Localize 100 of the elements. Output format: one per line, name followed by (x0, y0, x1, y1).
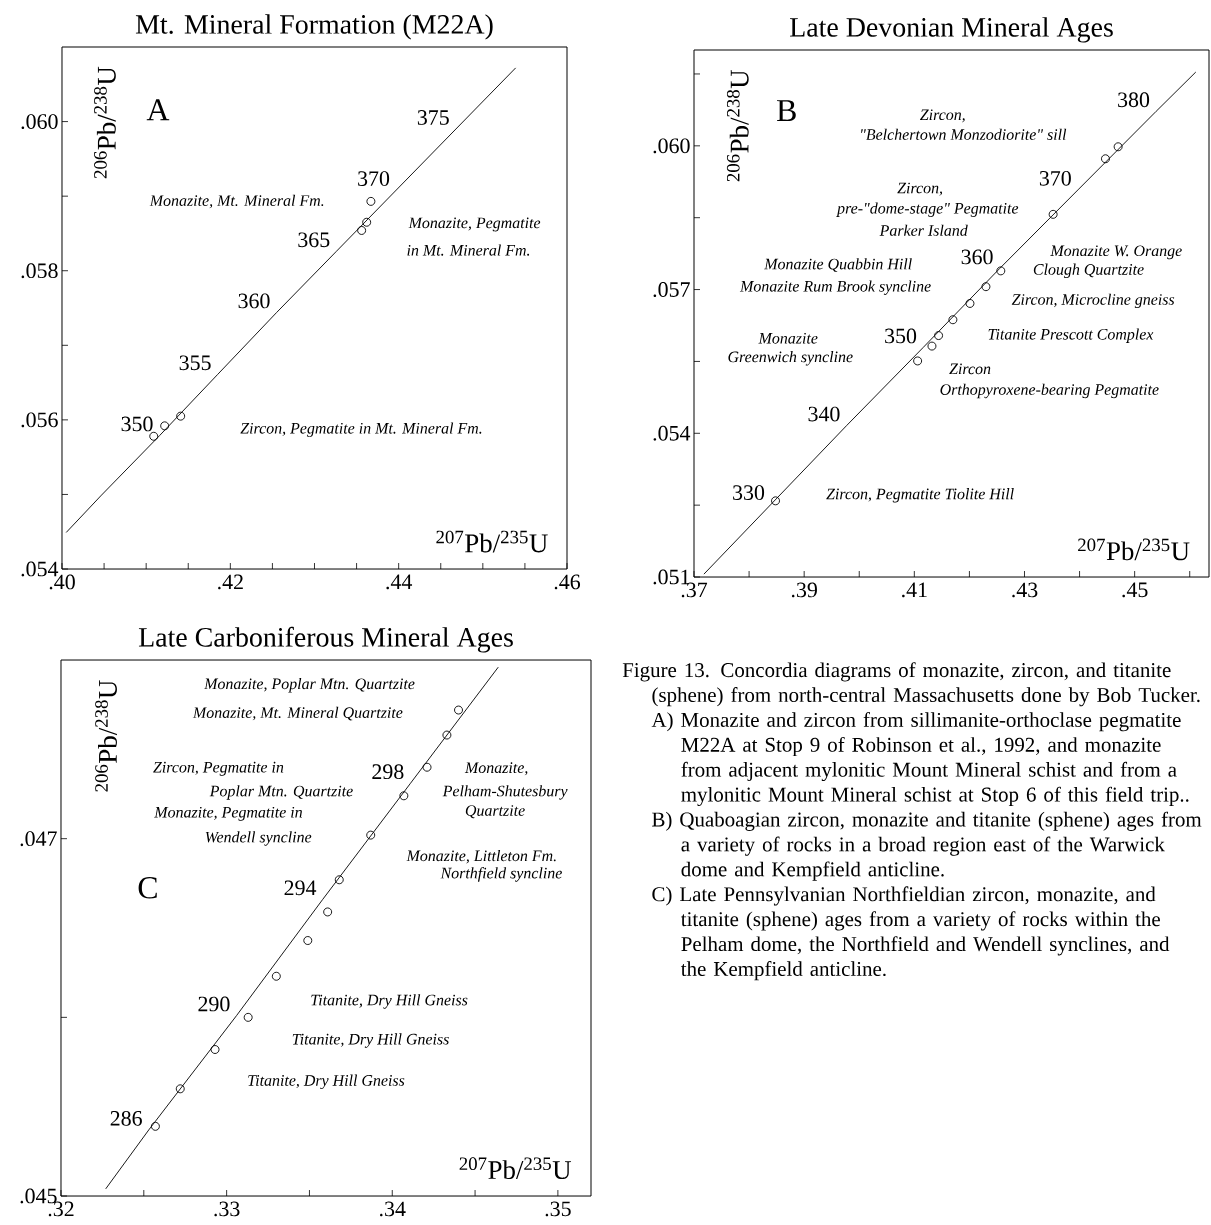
x-tick-label: .46 (554, 574, 581, 590)
caption: Figure 13. Concordia diagrams of monazite, zircon, and titanite (sphene) from north-central Massachusetts done by Bob Tucker. (622, 662, 1200, 707)
y-axis-title: $^{206}$Pb/$^{238}$U (94, 66, 116, 179)
x-tick-label: .41 (902, 582, 927, 598)
annotation: Monazite, Poplar Mtn. Quartzite (204, 677, 415, 693)
point (303, 936, 313, 945)
point (323, 907, 333, 917)
annotation: Parker Island (879, 224, 968, 236)
y-tick-label: .056 (21, 412, 58, 428)
point (1113, 142, 1123, 152)
point (210, 1045, 220, 1054)
point (948, 315, 958, 325)
annotation: Zircon, Pegmatite Tiolite Hill (826, 488, 1014, 503)
annotation: 370 (358, 171, 390, 186)
point (362, 217, 372, 227)
annotation: 340 (808, 406, 840, 422)
annotation: 350 (121, 416, 153, 432)
point (934, 331, 944, 340)
annotation: Clough Quartzite (1033, 263, 1144, 279)
point (454, 705, 463, 715)
y-tick-label: .057 (653, 282, 690, 297)
x-tick-label: .44 (386, 574, 413, 590)
point (913, 356, 923, 366)
annotation: Monazite, Littleton Fm. (406, 849, 556, 864)
annotation: in Mt. Mineral Fm. (407, 244, 530, 256)
annotation: 360 (961, 249, 993, 265)
line-series (703, 71, 1197, 575)
point (271, 971, 281, 981)
y-tick-label: .047 (20, 831, 57, 847)
annotation: 375 (417, 110, 449, 125)
annotation: Zircon (949, 363, 991, 375)
point (366, 830, 376, 840)
point (442, 730, 452, 740)
point (965, 299, 975, 308)
point (160, 421, 170, 431)
x-axis-title: $^{207}$Pb/$^{235}$U (436, 530, 548, 553)
y-tick-label: .060 (653, 138, 690, 154)
chart-title: Mt. Mineral Formation (M22A) (135, 14, 493, 40)
annotation: Titanite Prescott Complex (988, 328, 1154, 343)
annotation: Monazite (758, 332, 818, 344)
point (366, 196, 376, 206)
point (771, 496, 780, 506)
annotation: Monazite W. Orange (1050, 245, 1182, 260)
annotation: Orthopyroxene-bearing Pegmatite (940, 383, 1159, 399)
point (243, 1012, 253, 1022)
y-axis-title: $^{206}$Pb/$^{238}$U (95, 680, 117, 792)
point (175, 1084, 185, 1094)
x-tick-label: .45 (1122, 582, 1148, 598)
annotation: 294 (284, 880, 317, 896)
annotation: 360 (238, 293, 270, 309)
annotation: Zircon, Pegmatite in Mt. Mineral Fm. (240, 422, 482, 437)
annotation: Monazite, Pegmatite (408, 217, 541, 232)
annotation: 298 (372, 764, 404, 780)
annotation: Titanite, Dry Hill Gneiss (248, 1074, 405, 1090)
annotation: "Belchertown Monzodiorite" sill (861, 128, 1067, 140)
x-tick-label: .42 (218, 574, 243, 590)
point (149, 431, 159, 441)
point (927, 341, 937, 351)
annotation: 370 (1039, 170, 1071, 186)
annotation: Zircon, (919, 109, 965, 123)
text: A) Monazite and zircon from sillimanite-orthoclase pegmatite M22A at Stop 9 of Robinson et al., 1992, and monazite from adjacent mylonitic Mount Mineral schist and from a mylonitic Mount Mineral schist at Stop 6 of this field trip.. (651, 712, 1189, 806)
annotation: 380 (1118, 92, 1150, 108)
y-tick-label: .054 (653, 425, 691, 441)
annotation: Zircon, Microcline gneiss (1011, 293, 1175, 309)
point (996, 266, 1006, 276)
annotation: A (146, 99, 170, 121)
x-tick-label: .33 (214, 1201, 240, 1217)
annotation: 330 (733, 485, 765, 500)
x-tick-label: .43 (1012, 582, 1038, 598)
annotation: C (138, 877, 157, 899)
annotation: Quartzite (465, 805, 525, 819)
x-tick-label: .39 (791, 582, 817, 598)
y-axis-title: $^{206}$Pb/$^{238}$U (726, 69, 749, 182)
chart-title: Late Carboniferous Mineral Ages (138, 626, 513, 653)
point (357, 226, 367, 235)
point (176, 411, 186, 421)
chart-title: Late Devonian Mineral Ages (790, 17, 1113, 43)
point (1101, 154, 1110, 164)
y-tick-label: .058 (21, 263, 58, 279)
point (981, 282, 991, 292)
text: C) Late Pennsylvanian Northfieldian zircon, monazite, and titanite (sphene) ages from a variety of rocks within the Pelham dome, the Northfield and Wendell synclines, and the Kempfield anticline. (652, 886, 1170, 981)
annotation: pre-"dome-stage" Pegmatite (836, 202, 1019, 217)
annotation: Monazite, Pegmatite in (154, 806, 302, 821)
annotation: Titanite, Dry Hill Gneiss (311, 994, 468, 1009)
x-tick-label: .35 (545, 1201, 571, 1217)
annotation: Monazite, (464, 762, 528, 776)
x-axis-title: $^{207}$Pb/$^{235}$U (459, 1157, 572, 1180)
point (1048, 209, 1058, 219)
annotation: Zircon, (897, 182, 943, 196)
annotation: Greenwich syncline (728, 351, 853, 366)
y-tick-label: .060 (21, 114, 58, 130)
annotation: Monazite Quabbin Hill (764, 258, 912, 272)
annotation: B (776, 100, 796, 122)
annotation: Poplar Mtn. Quartzite (209, 785, 353, 800)
point (422, 762, 432, 772)
annotation: Monazite, Mt. Mineral Fm. (149, 194, 324, 209)
text: B) Quaboagian zircon, monazite and titanite (sphene) ages from a variety of rocks in a broad region east of the Warwick dome and Kempfield anticline. (652, 811, 1202, 881)
annotation: Titanite, Dry Hill Gneiss (292, 1033, 449, 1048)
annotation: 355 (179, 355, 211, 371)
x-tick-label: .34 (379, 1201, 406, 1217)
